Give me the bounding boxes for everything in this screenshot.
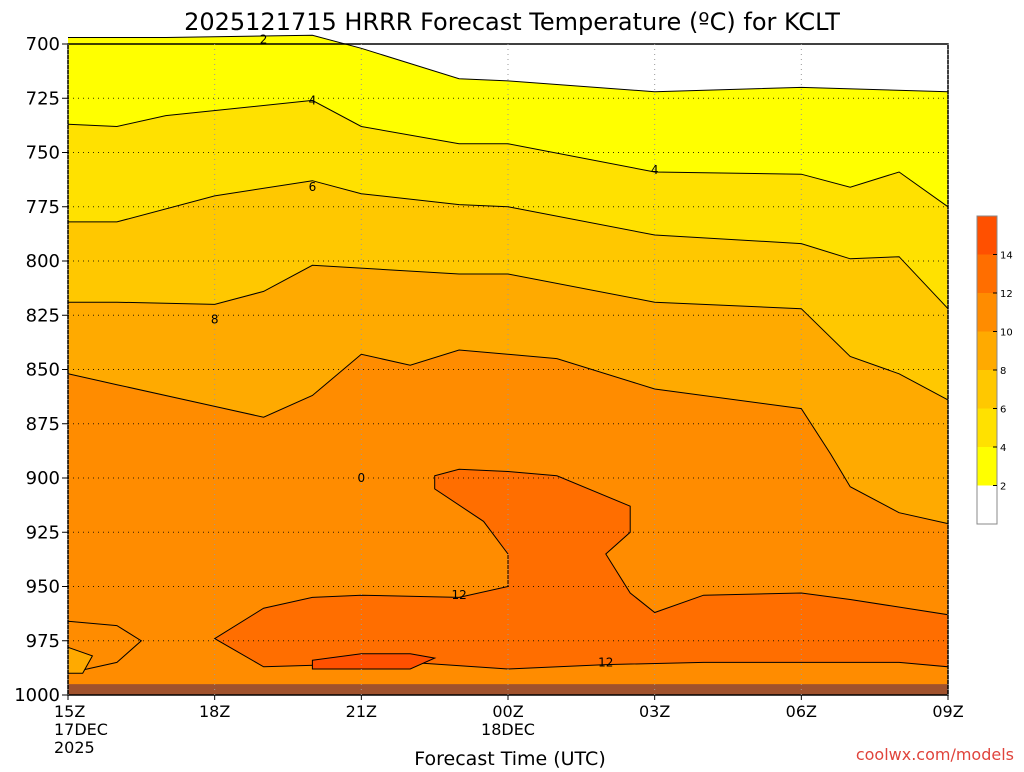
y-tick-label: 725: [26, 88, 60, 109]
source-watermark: coolwx.com/models: [856, 745, 1014, 764]
contour-lines: [67, 34, 949, 525]
y-tick-label: 875: [26, 414, 60, 435]
x-tick-label: 00Z: [492, 702, 523, 721]
y-tick-label: 925: [26, 522, 60, 543]
y-tick-label: 975: [26, 631, 60, 652]
x-tick-label: 15Z: [54, 702, 85, 721]
contour-label: 12: [451, 588, 466, 602]
contour-line-2: [68, 34, 949, 93]
colorbar-tick-label: 6: [1000, 405, 1006, 416]
y-tick-label: 950: [26, 577, 60, 598]
contour-line-6: [68, 180, 949, 310]
colorbar-swatch: [977, 331, 997, 370]
region-14: [311, 653, 437, 670]
y-tick-label: 850: [26, 360, 60, 381]
x-tick-label: 18Z: [199, 702, 230, 721]
contour-label: 0: [358, 471, 366, 485]
contour-label: 12: [598, 655, 613, 669]
x-tick-label: 03Z: [639, 702, 670, 721]
x-tick-label: 21Z: [346, 702, 377, 721]
y-tick-label: 1000: [14, 685, 60, 706]
colorbar-swatch: [977, 293, 997, 332]
x-tick-label: 06Z: [786, 702, 817, 721]
x-tick-label: 18DEC: [481, 720, 535, 739]
colorbar-swatch: [977, 254, 997, 293]
x-tick-label: 09Z: [932, 702, 963, 721]
contour-label: 4: [309, 93, 317, 107]
colorbar-tick-label: 4: [1000, 443, 1006, 454]
y-tick-label: 900: [26, 468, 60, 489]
colorbar-swatch: [977, 485, 997, 524]
x-tick-label: 2025: [54, 738, 95, 757]
colorbar-tick-label: 2: [1000, 482, 1006, 493]
contour-line-8: [68, 264, 949, 401]
colorbar-swatch: [977, 447, 997, 486]
colorbar-swatch: [977, 370, 997, 409]
colorbar-tick-label: 12: [1000, 289, 1013, 300]
colorbar-tick-label: 8: [1000, 366, 1006, 377]
y-tick-label: 700: [26, 34, 60, 55]
chart-title: 2025121715 HRRR Forecast Temperature (ºC…: [184, 8, 840, 36]
y-tick-label: 800: [26, 251, 60, 272]
x-axis-label: Forecast Time (UTC): [414, 748, 605, 768]
x-tick-label: 17DEC: [54, 720, 108, 739]
y-tick-label: 750: [26, 143, 60, 164]
contour-label: 6: [309, 180, 317, 194]
y-tick-label: 825: [26, 305, 60, 326]
contour-label: 8: [211, 313, 219, 327]
contour-line-4: [67, 99, 949, 208]
contour-label: 4: [651, 163, 659, 177]
contour-label: 2: [260, 33, 268, 47]
colorbar-legend: 2 4 6 8 10 12 14: [976, 215, 1013, 525]
colorbar-swatch: [977, 216, 997, 255]
colorbar-swatch: [977, 408, 997, 447]
plot-area: [67, 35, 949, 696]
colorbar-tick-label: 10: [1000, 328, 1013, 339]
y-tick-label: 775: [26, 197, 60, 218]
contour-labels: 2 4 6 8 4 0 12 12: [211, 33, 659, 670]
contour-line-10: [67, 349, 949, 525]
colorbar-tick-label: 14: [1000, 251, 1013, 262]
y-axis: 700 725 750 775 800 825 850 875 900 925 950 975 1000: [14, 34, 68, 706]
